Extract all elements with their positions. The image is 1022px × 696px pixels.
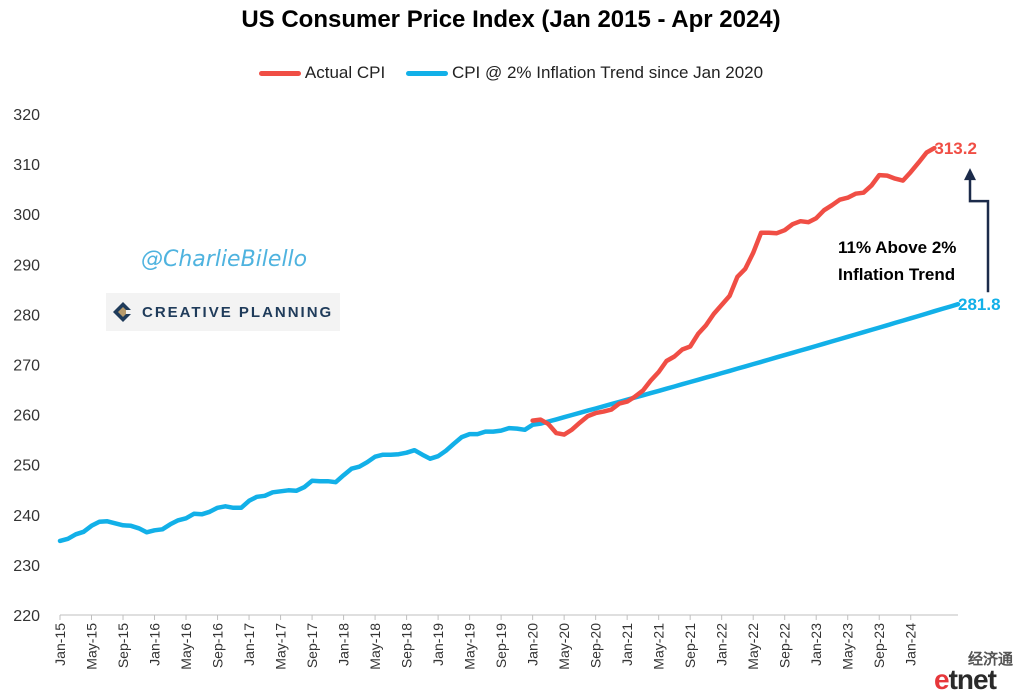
legend-item-actual: Actual CPI <box>258 62 386 83</box>
y-tick-label: 290 <box>13 257 40 274</box>
legend-label-actual: Actual CPI <box>304 62 386 82</box>
x-tick-label: Sep-23 <box>871 623 887 668</box>
x-tick-label: Sep-18 <box>399 623 415 668</box>
x-tick-label: Jan-16 <box>147 623 163 666</box>
y-tick-label: 260 <box>13 408 40 425</box>
annotation-arrow-head-icon <box>964 168 976 181</box>
x-tick-label: May-21 <box>651 623 667 670</box>
annotation-line-1: 11% Above 2% <box>838 238 957 257</box>
x-tick-label: Sep-22 <box>777 623 793 668</box>
x-tick-label: Jan-23 <box>808 623 824 666</box>
annotation-text: 11% Above 2% Inflation Trend <box>838 234 956 288</box>
y-tick-label: 320 <box>13 107 40 124</box>
x-tick-label: Jan-21 <box>619 623 635 666</box>
trend-cpi-line <box>57 301 961 544</box>
etnet-logo: etnet <box>934 664 997 696</box>
legend-swatch-trend <box>405 70 448 76</box>
x-tick-label: May-19 <box>462 623 478 670</box>
author-handle: @CharlieBilello <box>141 247 308 272</box>
y-tick-label: 280 <box>13 307 40 324</box>
y-tick-label: 240 <box>13 508 40 525</box>
creative-planning-logo-text: CREATIVE PLANNING <box>142 303 334 321</box>
x-tick-label: Jan-18 <box>336 623 352 666</box>
x-tick-label: May-15 <box>84 623 100 670</box>
x-tick-label: Jan-15 <box>52 623 68 666</box>
creative-planning-mark-icon <box>113 302 134 322</box>
x-tick-label: Jan-20 <box>525 623 541 666</box>
x-tick-label: Jan-22 <box>714 623 730 666</box>
trend-end-label: 281.8 <box>958 295 1001 314</box>
x-tick-label: May-22 <box>745 623 761 670</box>
chart-title: US Consumer Price Index (Jan 2015 - Apr … <box>241 6 781 33</box>
legend-label-trend: CPI @ 2% Inflation Trend since Jan 2020 <box>451 62 764 82</box>
actual-end-label: 313.2 <box>934 139 977 158</box>
creative-planning-logo: CREATIVE PLANNING <box>106 293 340 331</box>
x-tick-label: May-18 <box>367 623 383 670</box>
x-tick-label: Sep-21 <box>682 623 698 668</box>
y-tick-label: 220 <box>13 608 40 625</box>
x-tick-label: May-17 <box>273 623 289 670</box>
legend-item-trend: CPI @ 2% Inflation Trend since Jan 2020 <box>405 62 764 83</box>
y-tick-label: 270 <box>13 358 40 375</box>
x-tick-label: Sep-17 <box>304 623 320 668</box>
y-tick-label: 300 <box>13 207 40 224</box>
actual-cpi-line <box>530 145 937 437</box>
x-tick-label: May-20 <box>556 623 572 670</box>
x-tick-label: Jan-24 <box>903 623 919 666</box>
y-tick-label: 250 <box>13 458 40 475</box>
x-tick-label: Sep-20 <box>588 623 604 668</box>
x-tick-label: Sep-19 <box>493 623 509 668</box>
x-tick-label: May-23 <box>840 623 856 670</box>
legend: Actual CPI CPI @ 2% Inflation Trend sinc… <box>0 62 1022 83</box>
etnet-chinese-label: 经济通 <box>968 651 1014 668</box>
y-tick-label: 310 <box>13 157 40 174</box>
x-tick-label: Sep-15 <box>115 623 131 668</box>
x-tick-label: Jan-19 <box>430 623 446 666</box>
etnet-logo-e: e <box>934 664 950 695</box>
x-tick-label: May-16 <box>178 623 194 670</box>
etnet-logo-rest: tnet <box>948 664 997 695</box>
x-tick-label: Sep-16 <box>210 623 226 668</box>
y-tick-label: 230 <box>13 558 40 575</box>
annotation-line-2: Inflation Trend <box>838 265 956 284</box>
legend-swatch-actual <box>258 70 301 76</box>
x-tick-label: Jan-17 <box>241 623 257 666</box>
annotation-arrow-line <box>968 178 990 293</box>
